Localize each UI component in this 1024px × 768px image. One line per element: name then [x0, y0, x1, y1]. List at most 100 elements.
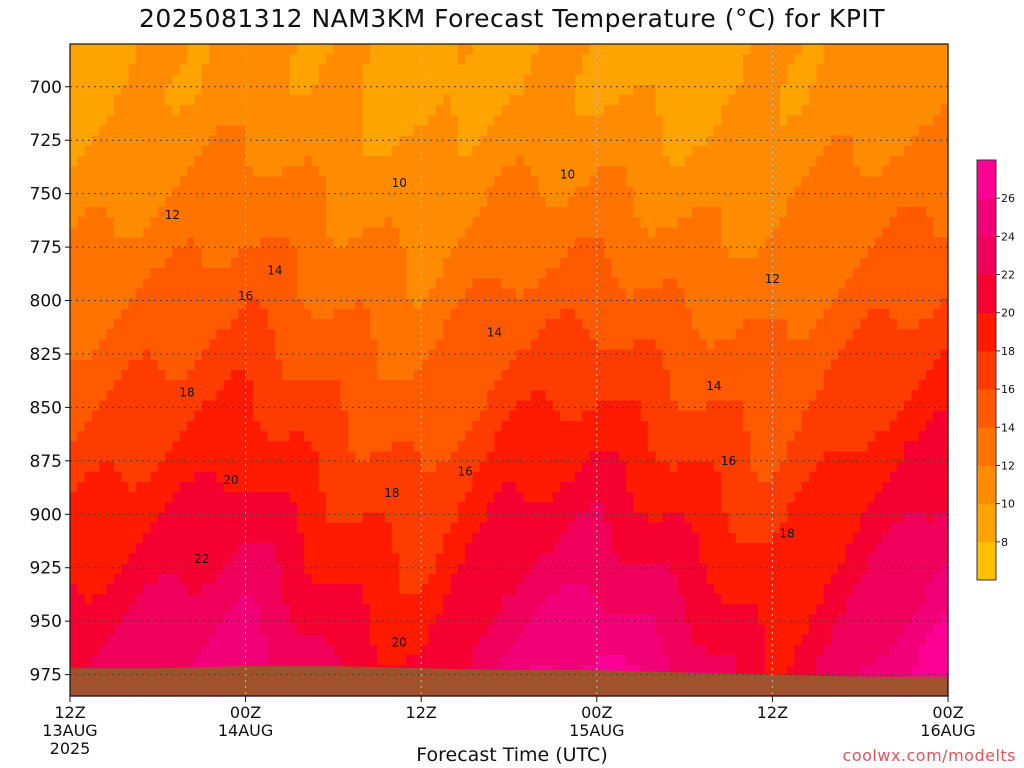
temp-cell	[157, 94, 166, 106]
temp-cell	[70, 441, 78, 453]
temp-cell	[274, 512, 283, 524]
temp-cell	[187, 594, 195, 605]
temp-cell	[333, 553, 342, 565]
temp-cell	[311, 217, 320, 228]
temp-cell	[611, 390, 620, 402]
temp-cell	[304, 482, 313, 493]
temp-cell	[216, 115, 225, 127]
temp-cell	[326, 64, 334, 76]
temp-cell	[223, 349, 232, 361]
temp-cell	[187, 156, 195, 167]
temp-cell	[443, 339, 452, 351]
temp-cell	[450, 74, 459, 86]
temp-cell	[589, 105, 598, 116]
temp-cell	[150, 84, 159, 96]
temp-cell	[216, 604, 225, 616]
temp-cell	[326, 278, 334, 290]
temp-cell	[406, 583, 415, 595]
temp-cell	[172, 380, 181, 391]
temp-cell	[626, 522, 634, 534]
temp-cell	[333, 329, 342, 341]
temp-cell	[611, 380, 620, 391]
temp-cell	[99, 420, 108, 432]
temp-cell	[465, 431, 474, 442]
temp-cell	[230, 400, 239, 412]
temp-cell	[487, 533, 495, 544]
temp-cell	[99, 471, 108, 483]
temp-cell	[362, 278, 371, 290]
temp-cell	[113, 308, 122, 320]
temp-cell	[326, 553, 334, 565]
temp-cell	[384, 359, 393, 371]
temp-cell	[377, 573, 386, 585]
temp-cell	[618, 298, 627, 310]
temp-cell	[582, 237, 591, 249]
temp-cell	[282, 420, 291, 432]
temp-cell	[479, 288, 488, 300]
temp-cell	[172, 339, 181, 351]
temp-cell	[391, 471, 400, 483]
temp-cell	[443, 645, 452, 656]
temp-cell	[165, 84, 174, 96]
temp-cell	[194, 645, 203, 656]
temp-cell	[340, 94, 349, 106]
temp-cell	[84, 156, 93, 167]
temp-cell	[552, 217, 561, 228]
temp-cell	[391, 64, 400, 76]
temp-cell	[384, 64, 393, 76]
temp-cell	[274, 359, 283, 371]
temp-cell	[274, 288, 283, 300]
temp-cell	[157, 502, 166, 514]
temp-cell	[113, 84, 122, 96]
temp-cell	[457, 186, 466, 198]
temp-cell	[457, 624, 466, 636]
temp-cell	[574, 298, 583, 310]
temp-cell	[113, 471, 122, 483]
temp-cell	[421, 257, 430, 269]
temp-cell	[604, 247, 613, 259]
temp-cell	[413, 420, 422, 432]
temp-cell	[501, 257, 510, 269]
temp-cell	[355, 380, 364, 391]
temp-cell	[77, 217, 86, 228]
temp-cell	[509, 563, 517, 575]
temp-cell	[77, 349, 86, 361]
temp-cell	[384, 156, 393, 167]
temp-cell	[582, 533, 591, 544]
temp-cell	[333, 461, 342, 473]
temp-cell	[421, 207, 430, 218]
temp-cell	[135, 441, 144, 453]
temp-cell	[135, 247, 144, 259]
temp-cell	[333, 278, 342, 290]
temp-cell	[618, 74, 627, 86]
temp-cell	[84, 441, 93, 453]
temp-cell	[530, 186, 539, 198]
temp-cell	[157, 54, 166, 65]
temp-cell	[501, 400, 510, 412]
temp-cell	[369, 441, 378, 453]
temp-cell	[355, 105, 364, 116]
temp-cell	[596, 156, 605, 167]
temp-cell	[450, 634, 459, 646]
temp-cell	[552, 573, 561, 585]
temp-cell	[333, 166, 342, 178]
temp-cell	[457, 370, 466, 381]
temp-cell	[421, 74, 430, 86]
temp-cell	[465, 176, 474, 188]
temp-cell	[194, 390, 203, 402]
temp-cell	[216, 329, 225, 341]
temp-cell	[209, 370, 217, 381]
temp-cell	[604, 329, 613, 341]
temp-cell	[318, 604, 327, 616]
temp-cell	[545, 308, 554, 320]
temp-cell	[457, 431, 466, 442]
temp-cell	[223, 237, 232, 249]
temp-cell	[333, 115, 342, 127]
temp-cell	[150, 156, 159, 167]
temp-cell	[377, 543, 386, 554]
temp-cell	[128, 105, 137, 116]
temp-cell	[238, 533, 247, 544]
temp-cell	[135, 186, 144, 198]
temp-cell	[274, 583, 283, 595]
temp-cell	[187, 583, 195, 595]
